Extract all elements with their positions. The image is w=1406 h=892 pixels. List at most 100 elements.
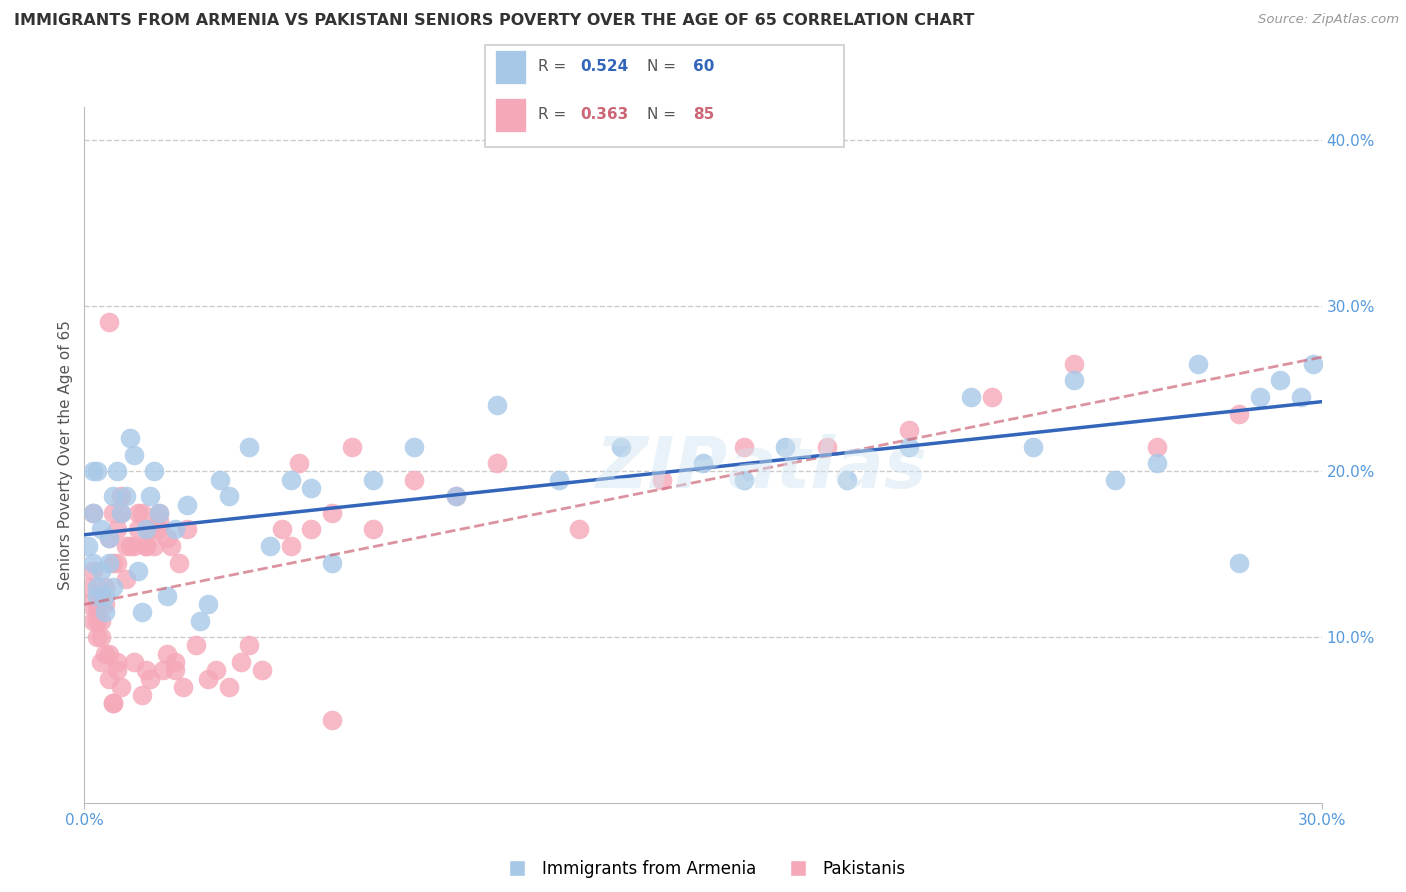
Point: [259, 539, 281, 553]
Point: [105, 655, 128, 669]
Point: [103, 581, 125, 595]
Point: [898, 440, 921, 454]
Text: N =: N =: [647, 59, 681, 74]
Point: [90, 655, 112, 669]
Point: [898, 423, 921, 437]
Point: [98, 647, 121, 661]
Point: [651, 473, 673, 487]
Point: [135, 663, 157, 677]
Point: [280, 473, 302, 487]
Point: [86, 614, 108, 628]
Point: [82, 506, 104, 520]
Point: [135, 539, 157, 553]
Point: [692, 456, 714, 470]
Text: 85: 85: [693, 107, 714, 122]
Text: 60: 60: [693, 59, 714, 74]
Point: [238, 440, 260, 454]
Point: [299, 523, 322, 537]
Text: R =: R =: [538, 59, 572, 74]
Point: [98, 672, 121, 686]
Point: [280, 539, 302, 553]
Point: [118, 431, 141, 445]
Point: [86, 605, 108, 619]
Point: [1146, 440, 1168, 454]
Point: [110, 489, 132, 503]
Point: [94, 597, 117, 611]
Point: [135, 539, 157, 553]
Point: [733, 440, 755, 454]
Text: ZIP: ZIP: [596, 434, 728, 503]
Text: R =: R =: [538, 107, 572, 122]
Point: [165, 523, 187, 537]
Point: [98, 531, 121, 545]
Point: [444, 489, 467, 503]
Point: [86, 589, 108, 603]
Point: [86, 465, 108, 479]
Point: [103, 697, 125, 711]
Point: [131, 605, 153, 619]
Point: [86, 581, 108, 595]
Point: [361, 523, 384, 537]
Point: [114, 572, 136, 586]
Point: [90, 589, 112, 603]
Point: [143, 539, 166, 553]
Text: IMMIGRANTS FROM ARMENIA VS PAKISTANI SENIORS POVERTY OVER THE AGE OF 65 CORRELAT: IMMIGRANTS FROM ARMENIA VS PAKISTANI SEN…: [14, 13, 974, 29]
Point: [1227, 556, 1250, 570]
Point: [485, 398, 508, 412]
Point: [229, 655, 252, 669]
Point: [1146, 456, 1168, 470]
Point: [131, 688, 153, 702]
Text: Source: ZipAtlas.com: Source: ZipAtlas.com: [1258, 13, 1399, 27]
Point: [218, 489, 240, 503]
Point: [1249, 390, 1271, 404]
Point: [98, 531, 121, 545]
Point: [960, 390, 983, 404]
Point: [139, 672, 162, 686]
Point: [103, 697, 125, 711]
Point: [114, 489, 136, 503]
Point: [148, 506, 170, 520]
Point: [94, 605, 117, 619]
Point: [1063, 373, 1085, 387]
Point: [172, 680, 194, 694]
Point: [1187, 357, 1209, 371]
Point: [103, 556, 125, 570]
Point: [188, 614, 211, 628]
Point: [176, 523, 198, 537]
Point: [184, 639, 207, 653]
Point: [122, 448, 145, 462]
Point: [148, 514, 170, 528]
Point: [167, 556, 190, 570]
Point: [321, 506, 343, 520]
Point: [94, 581, 117, 595]
Point: [143, 465, 166, 479]
Point: [160, 539, 183, 553]
Point: [82, 564, 104, 578]
Point: [299, 481, 322, 495]
Point: [90, 564, 112, 578]
Point: [156, 589, 179, 603]
Point: [105, 465, 128, 479]
Point: [980, 390, 1002, 404]
Legend: Immigrants from Armenia, Pakistanis: Immigrants from Armenia, Pakistanis: [494, 854, 912, 885]
Point: [139, 523, 162, 537]
Point: [110, 506, 132, 520]
Point: [1022, 440, 1045, 454]
Text: N =: N =: [647, 107, 681, 122]
Point: [361, 473, 384, 487]
Point: [86, 597, 108, 611]
Point: [105, 523, 128, 537]
Text: atlas: atlas: [728, 434, 928, 503]
Point: [94, 647, 117, 661]
Point: [114, 539, 136, 553]
Point: [1270, 373, 1292, 387]
Point: [105, 663, 128, 677]
Point: [165, 663, 187, 677]
Point: [122, 655, 145, 669]
Point: [156, 531, 179, 545]
Point: [77, 581, 100, 595]
Point: [90, 614, 112, 628]
Point: [139, 489, 162, 503]
Point: [218, 680, 240, 694]
Point: [444, 489, 467, 503]
